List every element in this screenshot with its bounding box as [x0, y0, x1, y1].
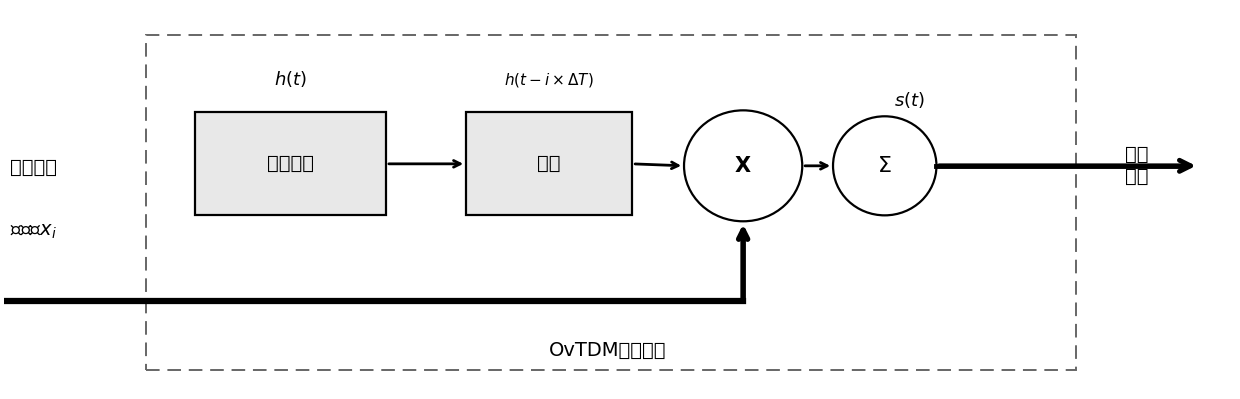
- Bar: [146, 35, 1075, 370]
- Bar: [466, 113, 632, 215]
- Text: X: X: [735, 156, 751, 176]
- Text: $h(t-i\times\Delta T)$: $h(t-i\times\Delta T)$: [505, 71, 594, 89]
- Text: 输入数据: 输入数据: [10, 158, 57, 177]
- Text: 发射
信号: 发射 信号: [1125, 145, 1148, 186]
- Text: OvTDM调制单元: OvTDM调制单元: [549, 341, 666, 359]
- Text: 移位: 移位: [537, 154, 560, 173]
- Ellipse shape: [833, 116, 936, 215]
- Text: $\Sigma$: $\Sigma$: [878, 156, 892, 176]
- Text: 包络波形: 包络波形: [267, 154, 314, 173]
- Ellipse shape: [684, 111, 802, 221]
- Text: $h(t)$: $h(t)$: [274, 69, 308, 89]
- Text: 序列：$x_i$: 序列：$x_i$: [10, 222, 57, 241]
- Bar: [195, 113, 386, 215]
- Text: $s(t)$: $s(t)$: [894, 90, 925, 111]
